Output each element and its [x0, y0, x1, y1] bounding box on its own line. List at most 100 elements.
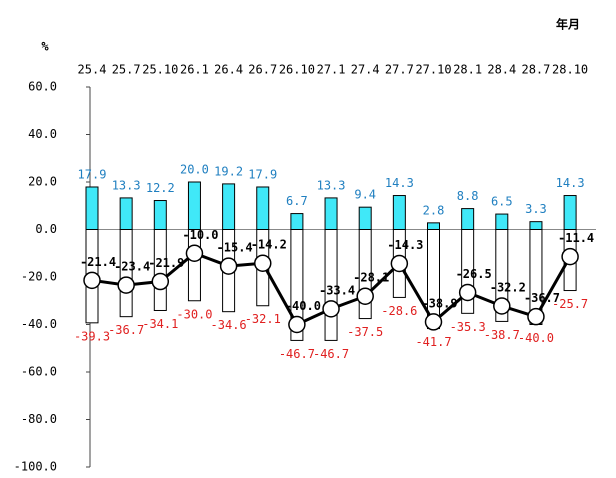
- bar-label: -41.7: [415, 335, 451, 349]
- bar-label: 19.2: [214, 164, 243, 178]
- line-point: [424, 313, 443, 331]
- bar: [427, 222, 440, 231]
- y-tick-label: 40.0: [28, 127, 57, 141]
- x-category-label: 25.4: [78, 63, 107, 77]
- x-category-label: 28.4: [487, 63, 516, 77]
- line-point: [83, 271, 101, 290]
- x-category-label: 28.10: [552, 63, 588, 77]
- bar: [256, 186, 270, 231]
- line-label: -10.0: [182, 228, 218, 242]
- line-point: [288, 315, 306, 334]
- bar-label: -35.3: [450, 320, 486, 334]
- bar: [153, 229, 167, 311]
- line-point: [356, 287, 374, 305]
- bar-label: -30.0: [176, 307, 212, 321]
- bar-label: -36.7: [108, 323, 144, 337]
- x-category-label: 26.1: [180, 63, 209, 77]
- line-point: [219, 257, 238, 275]
- line-label: -15.4: [217, 241, 253, 255]
- bar: [85, 186, 99, 231]
- bar-label: 20.0: [180, 163, 209, 177]
- bar: [392, 195, 406, 231]
- bar-label: -46.7: [313, 347, 349, 361]
- line-point: [458, 283, 477, 302]
- bar-label: 6.7: [286, 194, 308, 208]
- line-point: [151, 272, 170, 291]
- line-label: -28.1: [353, 271, 389, 285]
- bar-label: -39.3: [74, 329, 110, 343]
- line-point: [493, 297, 511, 315]
- line-label: -26.5: [456, 267, 492, 281]
- line-label: -23.4: [114, 260, 150, 274]
- bar-label: -38.7: [484, 328, 520, 342]
- bar-label: 17.9: [78, 167, 107, 181]
- bar-label: -34.1: [142, 317, 178, 331]
- y-tick-label: 60.0: [28, 80, 57, 94]
- line-point: [117, 276, 135, 294]
- x-category-label: 25.10: [142, 63, 178, 77]
- bar-label: -40.0: [518, 331, 554, 345]
- x-category-label: 26.4: [214, 63, 243, 77]
- line-label: -11.4: [558, 231, 594, 245]
- bar-label: 13.3: [317, 178, 346, 192]
- x-category-label: 27.7: [385, 63, 414, 77]
- bar: [290, 229, 304, 341]
- bar: [529, 221, 543, 231]
- x-category-label: 27.4: [351, 63, 380, 77]
- line-label: -14.3: [387, 238, 423, 252]
- bar-label: -28.6: [381, 304, 417, 318]
- y-tick-label: 20.0: [28, 175, 57, 189]
- bar: [187, 181, 201, 230]
- bar: [461, 208, 475, 231]
- bar: [119, 229, 133, 318]
- line-label: -21.4: [80, 255, 116, 269]
- bar-label: 8.8: [457, 189, 479, 203]
- line-label: -33.4: [319, 283, 355, 297]
- bar-label: -32.1: [245, 312, 281, 326]
- x-category-label: 28.7: [521, 63, 550, 77]
- x-category-label: 26.7: [248, 63, 277, 77]
- bar-label: -25.7: [552, 297, 588, 311]
- line-point: [561, 247, 579, 266]
- line-label: -32.2: [490, 280, 526, 294]
- line-label: -38.9: [421, 296, 457, 310]
- x-category-label: 27.10: [415, 63, 451, 77]
- bar: [153, 200, 167, 230]
- line-label: -21.9: [148, 256, 184, 270]
- line-point: [185, 244, 204, 262]
- y-tick-label: -60.0: [21, 365, 57, 379]
- line-label: -36.7: [524, 291, 560, 305]
- bar: [119, 197, 133, 231]
- bar-label: -34.6: [211, 318, 247, 332]
- y-tick-label: -20.0: [21, 270, 57, 284]
- bar-label: 14.3: [556, 176, 585, 190]
- x-category-label: 25.7: [112, 63, 141, 77]
- bar-label: -37.5: [347, 325, 383, 339]
- bar-label: 2.8: [423, 203, 445, 217]
- line-point: [390, 254, 409, 273]
- bar-label: 9.4: [354, 188, 376, 202]
- line-point: [322, 300, 340, 318]
- bar-label: -46.7: [279, 347, 315, 361]
- x-category-label: 28.1: [453, 63, 482, 77]
- bar: [563, 195, 577, 231]
- bar-label: 3.3: [525, 202, 547, 216]
- bar: [324, 197, 338, 231]
- y-tick-label: 0.0: [35, 222, 57, 236]
- y-unit: %: [41, 40, 49, 54]
- x-unit: 年月: [556, 17, 580, 32]
- bar: [358, 206, 372, 231]
- bar: [290, 213, 304, 230]
- bar-label: 6.5: [491, 195, 513, 209]
- bar-label: 17.9: [248, 167, 277, 181]
- y-tick-label: -80.0: [21, 412, 57, 426]
- bar: [222, 183, 236, 230]
- x-category-label: 26.10: [279, 63, 315, 77]
- bar-label: 13.3: [112, 178, 141, 192]
- line-label: -14.2: [251, 238, 287, 252]
- x-category-label: 27.1: [317, 63, 346, 77]
- bar: [495, 213, 509, 230]
- bar-label: 12.2: [146, 181, 175, 195]
- y-tick-label: -40.0: [21, 317, 57, 331]
